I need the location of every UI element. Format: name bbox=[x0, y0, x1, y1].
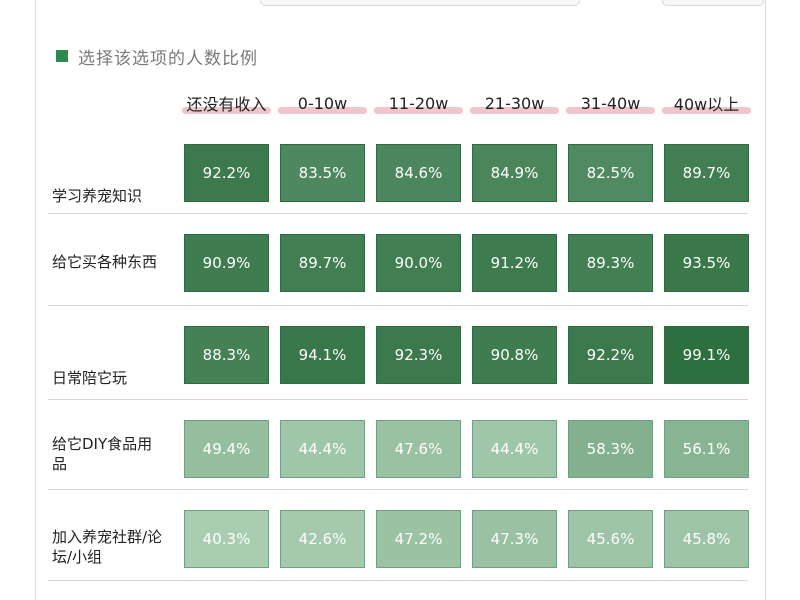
column-header-5: 40w以上 bbox=[658, 89, 755, 117]
legend: 选择该选项的人数比例 bbox=[56, 43, 258, 69]
heatmap-cell: 88.3% bbox=[184, 326, 269, 384]
cell-value-label: 47.2% bbox=[394, 530, 443, 548]
heatmap-cell: 89.7% bbox=[280, 234, 365, 292]
legend-label: 选择该选项的人数比例 bbox=[78, 48, 258, 69]
frame-left-border bbox=[35, 0, 36, 600]
heatmap-cell: 40.3% bbox=[184, 510, 269, 568]
cell-value-label: 89.7% bbox=[298, 254, 347, 272]
row-separator bbox=[48, 489, 748, 490]
heatmap-cell: 92.3% bbox=[376, 326, 461, 384]
heatmap-cell: 90.9% bbox=[184, 234, 269, 292]
cell-value-label: 47.6% bbox=[394, 440, 443, 458]
heatmap-cell: 47.6% bbox=[376, 420, 461, 478]
heatmap-cell: 49.4% bbox=[184, 420, 269, 478]
cell-value-label: 83.5% bbox=[298, 164, 347, 182]
column-header-label: 31-40w bbox=[580, 93, 641, 113]
cell-value-label: 89.3% bbox=[586, 254, 635, 272]
heatmap-cell: 56.1% bbox=[664, 420, 749, 478]
row-separator bbox=[48, 399, 748, 400]
column-header-0: 还没有收入 bbox=[178, 89, 275, 117]
column-header-label: 21-30w bbox=[484, 93, 545, 113]
row-label-0: 学习养宠知识 bbox=[52, 187, 143, 205]
cell-value-label: 49.4% bbox=[202, 440, 251, 458]
heatmap-cell: 89.3% bbox=[568, 234, 653, 292]
cell-value-label: 90.8% bbox=[490, 346, 539, 364]
cell-value-label: 89.7% bbox=[682, 164, 731, 182]
cell-value-label: 88.3% bbox=[202, 346, 251, 364]
heatmap-cell: 47.3% bbox=[472, 510, 557, 568]
heatmap-cell: 92.2% bbox=[568, 326, 653, 384]
heatmap-cell: 84.9% bbox=[472, 144, 557, 202]
column-header-label: 11-20w bbox=[388, 93, 449, 113]
heatmap-cell: 94.1% bbox=[280, 326, 365, 384]
cell-value-label: 84.6% bbox=[394, 164, 443, 182]
cell-value-label: 90.0% bbox=[394, 254, 443, 272]
cell-value-label: 44.4% bbox=[490, 440, 539, 458]
column-header-label: 0-10w bbox=[297, 93, 348, 113]
heatmap-cell: 82.5% bbox=[568, 144, 653, 202]
cell-value-label: 44.4% bbox=[298, 440, 347, 458]
heatmap-cell: 58.3% bbox=[568, 420, 653, 478]
row-separator bbox=[48, 213, 748, 214]
cell-value-label: 92.2% bbox=[586, 346, 635, 364]
column-header-3: 21-30w bbox=[466, 89, 563, 117]
heatmap-cell: 44.4% bbox=[280, 420, 365, 478]
heatmap-cell: 83.5% bbox=[280, 144, 365, 202]
cell-value-label: 91.2% bbox=[490, 254, 539, 272]
cell-value-label: 45.8% bbox=[682, 530, 731, 548]
frame-right-border bbox=[765, 0, 766, 600]
column-header-4: 31-40w bbox=[562, 89, 659, 117]
cell-value-label: 82.5% bbox=[586, 164, 635, 182]
heatmap-cell: 45.8% bbox=[664, 510, 749, 568]
column-header-1: 0-10w bbox=[274, 89, 371, 117]
heatmap-cell: 92.2% bbox=[184, 144, 269, 202]
heatmap-cell: 89.7% bbox=[664, 144, 749, 202]
column-header-label: 40w以上 bbox=[673, 95, 740, 114]
column-header-2: 11-20w bbox=[370, 89, 467, 117]
heatmap-cell: 44.4% bbox=[472, 420, 557, 478]
heatmap-cell: 93.5% bbox=[664, 234, 749, 292]
cell-value-label: 47.3% bbox=[490, 530, 539, 548]
row-label-2: 日常陪它玩 bbox=[52, 369, 128, 387]
heatmap-cell: 91.2% bbox=[472, 234, 557, 292]
heatmap-cell: 99.1% bbox=[664, 326, 749, 384]
top-pill-left bbox=[260, 0, 580, 6]
cell-value-label: 84.9% bbox=[490, 164, 539, 182]
cell-value-label: 56.1% bbox=[682, 440, 731, 458]
cell-value-label: 93.5% bbox=[682, 254, 731, 272]
cell-value-label: 40.3% bbox=[202, 530, 251, 548]
cell-value-label: 92.3% bbox=[394, 346, 443, 364]
cell-value-label: 92.2% bbox=[202, 164, 251, 182]
cell-value-label: 58.3% bbox=[586, 440, 635, 458]
column-header-label: 还没有收入 bbox=[186, 95, 267, 114]
heatmap-cell: 47.2% bbox=[376, 510, 461, 568]
row-label-1: 给它买各种东西 bbox=[52, 253, 158, 271]
top-bar bbox=[36, 0, 765, 8]
row-separator bbox=[48, 580, 748, 581]
cell-value-label: 45.6% bbox=[586, 530, 635, 548]
row-separator bbox=[48, 305, 748, 306]
legend-swatch bbox=[56, 50, 68, 62]
row-label-4: 加入养宠社群/论坛/小组 bbox=[52, 528, 163, 566]
top-pill-right bbox=[662, 0, 764, 6]
row-label-3: 给它DIY食品用品 bbox=[52, 435, 153, 473]
cell-value-label: 99.1% bbox=[682, 346, 731, 364]
heatmap-cell: 42.6% bbox=[280, 510, 365, 568]
cell-value-label: 90.9% bbox=[202, 254, 251, 272]
heatmap-cell: 45.6% bbox=[568, 510, 653, 568]
cell-value-label: 42.6% bbox=[298, 530, 347, 548]
cell-value-label: 94.1% bbox=[298, 346, 347, 364]
heatmap-cell: 84.6% bbox=[376, 144, 461, 202]
heatmap-cell: 90.0% bbox=[376, 234, 461, 292]
heatmap-cell: 90.8% bbox=[472, 326, 557, 384]
